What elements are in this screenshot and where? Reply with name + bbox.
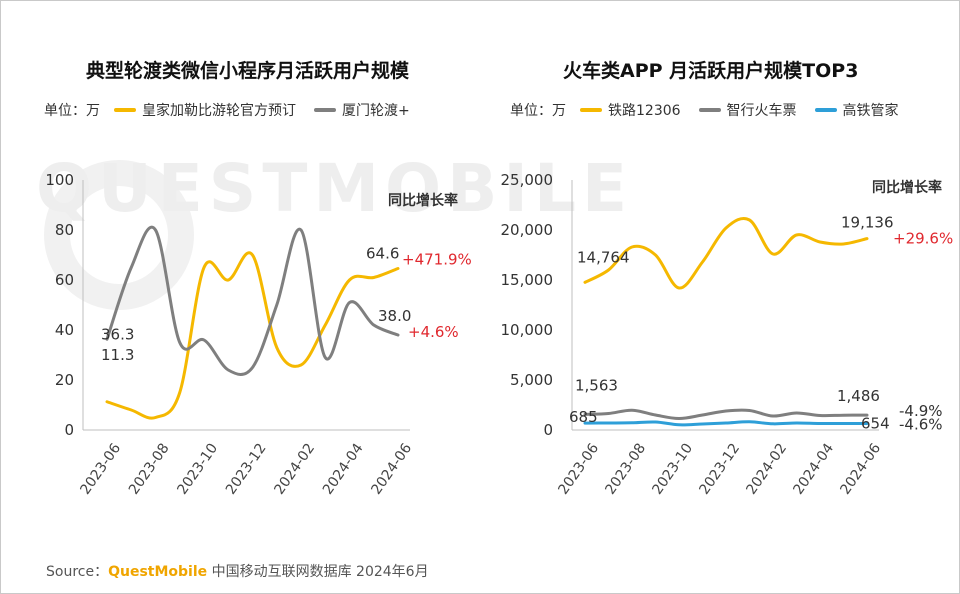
legend-item: 皇家加勒比游轮官方预订 <box>114 100 296 120</box>
series-line <box>105 251 400 420</box>
legend-left: 单位：万 皇家加勒比游轮官方预订 厦门轮渡+ <box>44 100 428 120</box>
source-brand: QuestMobile <box>108 564 208 580</box>
data-label-start: 1,563 <box>575 376 618 394</box>
yoy-label: +471.9% <box>402 251 472 269</box>
x-tick-label: 2023-08 <box>602 441 649 498</box>
chart-title-left: 典型轮渡类微信小程序月活跃用户规模 <box>86 60 410 82</box>
y-tick-label: 5,000 <box>510 371 553 389</box>
legend-item: 高铁管家 <box>814 100 899 120</box>
series-line <box>583 420 869 427</box>
legend-swatch <box>314 108 336 112</box>
yoy-label: -4.9% <box>899 402 943 420</box>
yoy-label: -4.6% <box>899 415 943 433</box>
y-tick-label: 40 <box>55 321 74 339</box>
y-tick-label: 25,000 <box>501 171 554 189</box>
x-tick-label: 2024-06 <box>368 441 415 498</box>
series-line <box>583 216 869 290</box>
data-label-start: 11.3 <box>101 346 134 364</box>
legend-swatch <box>698 108 721 112</box>
legend-swatch <box>814 108 837 112</box>
series-line <box>105 225 400 377</box>
x-tick-label: 2024-02 <box>743 441 790 498</box>
y-tick-label: 20,000 <box>501 221 554 239</box>
x-tick-label: 2023-10 <box>174 441 221 498</box>
y-tick-label: 20 <box>55 371 74 389</box>
y-tick-label: 0 <box>543 421 553 439</box>
unit-label-left: 单位：万 <box>44 103 100 119</box>
legend-label: 厦门轮渡+ <box>342 103 410 119</box>
legend-item: 厦门轮渡+ <box>314 100 410 120</box>
yoy-title-right: 同比增长率 <box>872 180 942 196</box>
y-tick-label: 80 <box>55 221 74 239</box>
x-tick-label: 2024-04 <box>320 441 367 498</box>
watermark: QUESTMOBILE <box>36 150 634 227</box>
data-label-start: 685 <box>569 408 598 426</box>
legend-swatch <box>580 108 602 112</box>
x-tick-label: 2024-06 <box>837 441 884 498</box>
x-tick-label: 2023-08 <box>126 441 173 498</box>
yoy-title-left: 同比增长率 <box>388 193 458 209</box>
data-label-start: 14,764 <box>577 248 630 266</box>
chart-title-right: 火车类APP 月活跃用户规模TOP3 <box>563 60 859 82</box>
legend-item: 智行火车票 <box>698 100 797 120</box>
x-tick-label: 2023-12 <box>696 441 743 498</box>
x-tick-label: 2023-06 <box>555 441 602 498</box>
data-label-start: 36.3 <box>101 325 134 343</box>
legend-label: 智行火车票 <box>726 103 797 119</box>
source-label: Source： <box>46 564 109 580</box>
unit-label-right: 单位：万 <box>510 103 566 119</box>
x-tick-label: 2024-02 <box>271 441 318 498</box>
yoy-label: +29.6% <box>893 230 953 248</box>
legend-swatch <box>114 108 136 112</box>
y-tick-label: 100 <box>45 171 74 189</box>
data-label-end: 1,486 <box>837 387 880 405</box>
source-note: Source：QuestMobile 中国移动互联网数据库 2024年6月 <box>46 561 429 581</box>
legend-item: 铁路12306 <box>580 100 681 120</box>
y-tick-label: 60 <box>55 271 74 289</box>
x-tick-label: 2024-04 <box>790 441 837 498</box>
x-tick-label: 2023-12 <box>223 441 270 498</box>
x-tick-label: 2023-06 <box>77 441 124 498</box>
data-label-end: 19,136 <box>841 214 894 232</box>
series-line <box>583 408 869 420</box>
legend-label: 高铁管家 <box>842 103 899 119</box>
legend-label: 铁路12306 <box>608 103 681 119</box>
legend-right: 单位：万 铁路12306 智行火车票 高铁管家 <box>510 100 917 120</box>
y-tick-label: 15,000 <box>501 271 554 289</box>
data-label-end: 654 <box>861 414 890 432</box>
data-label-end: 64.6 <box>366 245 399 263</box>
data-label-end: 38.0 <box>378 307 411 325</box>
y-tick-label: 0 <box>64 421 74 439</box>
yoy-label: +4.6% <box>408 323 459 341</box>
y-tick-label: 10,000 <box>501 321 554 339</box>
source-text: 中国移动互联网数据库 2024年6月 <box>207 564 429 580</box>
legend-label: 皇家加勒比游轮官方预订 <box>142 103 296 119</box>
x-tick-label: 2023-10 <box>649 441 696 498</box>
